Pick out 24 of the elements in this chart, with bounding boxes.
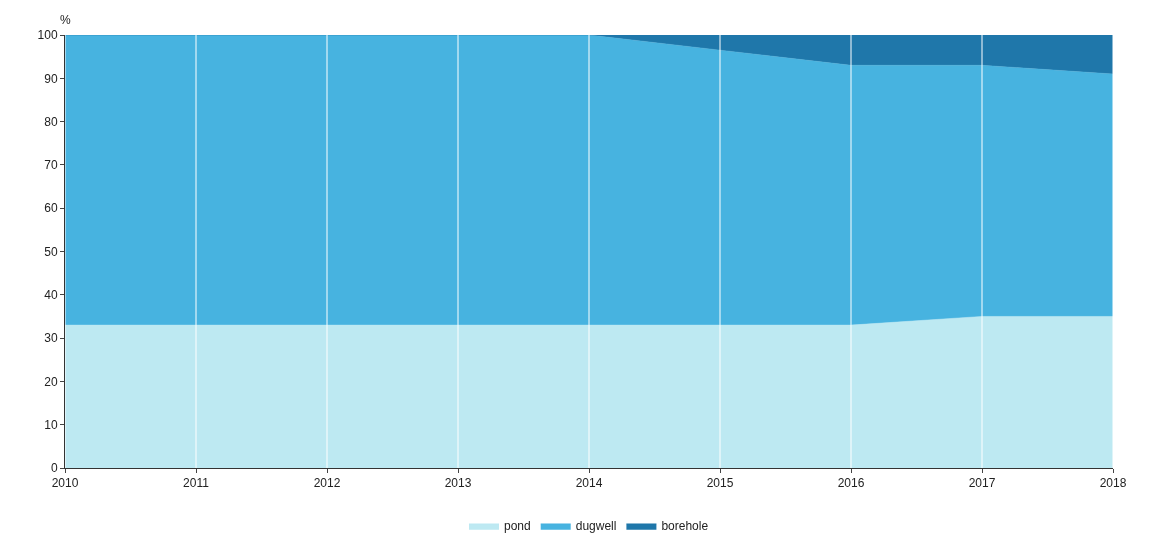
y-tick-label: 90 [44,71,58,86]
x-tick-label: 2014 [575,476,603,491]
y-tick-label: 80 [44,114,58,129]
x-tick-label: 2016 [837,476,865,491]
x-tick-label: 2010 [51,476,79,491]
y-tick-label: 100 [37,28,58,43]
legend-label: dugwell [575,519,617,534]
y-axis-title: % [60,13,71,27]
y-tick-label: 30 [44,331,58,346]
x-tick-label: 2011 [183,476,210,491]
y-tick-label: 20 [44,374,58,389]
x-tick-label: 2012 [313,476,341,491]
y-tick-label: 0 [50,461,58,476]
legend-label: borehole [661,519,709,534]
x-tick-label: 2013 [444,476,472,491]
y-tick-label: 50 [44,244,58,259]
y-tick-label: 70 [44,158,58,173]
x-tick-label: 2018 [1099,476,1127,491]
x-tick-label: 2015 [706,476,734,491]
legend-label: pond [504,519,531,534]
x-tick-label: 2017 [968,476,996,491]
y-tick-label: 40 [44,288,58,302]
y-tick-label: 60 [44,201,58,216]
y-tick-label: 10 [44,417,58,432]
